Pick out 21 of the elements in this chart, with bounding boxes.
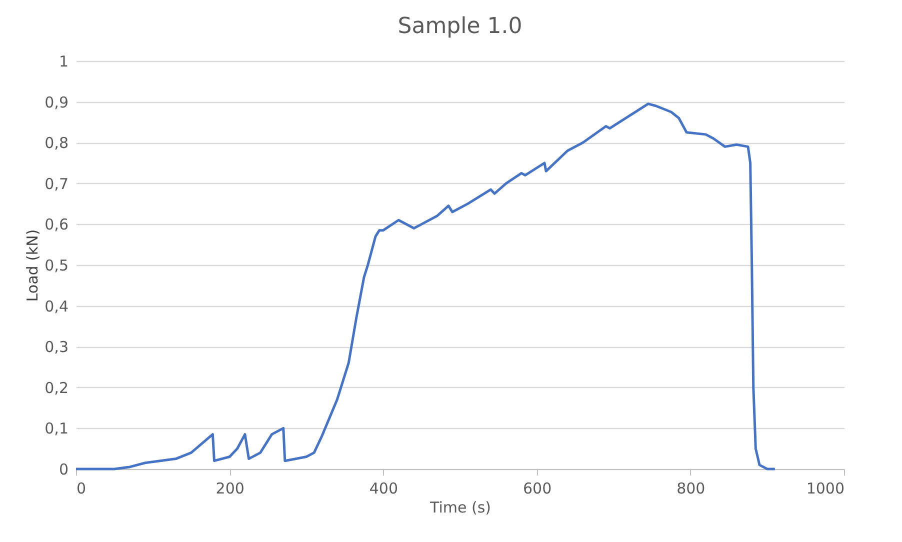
y-tick-label: 0,5 <box>44 256 68 274</box>
line-series <box>74 102 776 470</box>
x-tick-label: 800 <box>676 480 706 498</box>
y-tick-label: 1 <box>58 52 68 70</box>
x-tick-label: 1000 <box>806 480 844 498</box>
chart-title: Sample 1.0 <box>398 14 522 39</box>
y-tick-label: 0,6 <box>44 216 68 234</box>
y-tick-label: 0,3 <box>44 338 68 356</box>
y-tick-label: 0,9 <box>44 93 68 112</box>
y-tick-label: 0,8 <box>44 134 68 152</box>
x-tick-label: 200 <box>216 480 244 498</box>
y-tick-label: 0,7 <box>44 174 68 193</box>
x-axis-title: Time (s) <box>429 498 491 516</box>
y-tick-label: 0 <box>58 460 68 478</box>
x-tick-label: 600 <box>522 480 552 498</box>
y-tick-label: 0,1 <box>44 420 68 438</box>
y-tick-label: 0,4 <box>44 297 68 316</box>
x-tick-label: 0 <box>76 480 86 498</box>
y-tick-label: 0,2 <box>44 378 68 397</box>
x-tick-label: 400 <box>369 480 398 498</box>
y-axis-title: Load (kN) <box>24 229 42 302</box>
